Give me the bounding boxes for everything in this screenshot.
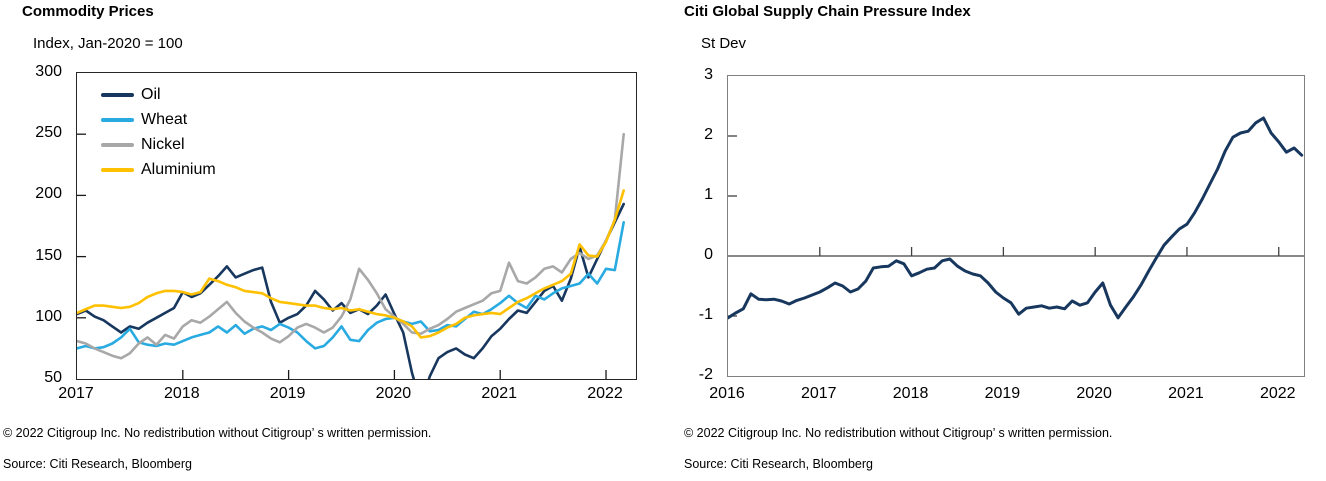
y-axis-tick-label: 150 bbox=[35, 246, 62, 264]
legend-line-swatch bbox=[101, 92, 134, 97]
y-axis-tick-label: 1 bbox=[704, 186, 713, 203]
y-axis-tick-label: 250 bbox=[35, 124, 62, 142]
commodity-y-axis-labels: 300 250 200 150 100 50 bbox=[0, 63, 62, 386]
commodity-source-note: Source: Citi Research, Bloomberg bbox=[3, 457, 192, 471]
legend-line-swatch bbox=[101, 117, 134, 122]
commodity-copyright-note: © 2022 Citigroup Inc. No redistribution … bbox=[3, 426, 432, 440]
series-line-wheat bbox=[77, 221, 626, 350]
legend-entry-nickel: Nickel bbox=[101, 132, 216, 157]
x-axis-tick-label: 2021 bbox=[481, 385, 517, 402]
x-axis-tick-label: 2021 bbox=[1168, 385, 1204, 402]
legend-line-swatch bbox=[101, 167, 134, 172]
x-axis-tick-label: 2022 bbox=[587, 385, 623, 402]
x-axis-tick-label: 2019 bbox=[984, 385, 1021, 402]
commodity-lines-svg bbox=[77, 132, 626, 379]
commodity-legend: Oil Wheat Nickel Aluminium bbox=[101, 82, 216, 182]
legend-label: Oil bbox=[141, 85, 161, 103]
series-line-aluminium bbox=[77, 189, 626, 339]
x-axis-tick-label: 2018 bbox=[892, 385, 929, 402]
series-line-citi-global-supply-chain-pressure-index bbox=[728, 116, 1304, 320]
legend-label: Aluminium bbox=[141, 160, 216, 178]
x-axis-tick-label: 2019 bbox=[269, 385, 306, 402]
x-axis-tick-label: 2020 bbox=[1076, 385, 1112, 402]
commodity-plot-area: Oil Wheat Nickel Aluminium bbox=[76, 72, 637, 380]
y-axis-tick-label: 2 bbox=[704, 126, 713, 143]
y-axis-tick-label: 300 bbox=[35, 63, 62, 80]
gscpi-copyright-note: © 2022 Citigroup Inc. No redistribution … bbox=[684, 426, 1113, 440]
x-axis-tick-label: 2016 bbox=[709, 385, 745, 402]
gscpi-axis-unit-label: St Dev bbox=[701, 35, 747, 52]
gscpi-y-axis-labels: 3 2 1 0 -1 -2 bbox=[660, 66, 713, 383]
y-axis-tick-label: 3 bbox=[704, 66, 713, 83]
y-axis-tick-label: 50 bbox=[44, 369, 62, 386]
legend-entry-wheat: Wheat bbox=[101, 107, 216, 132]
x-axis-tick-label: 2018 bbox=[164, 385, 200, 402]
gscpi-plot-area bbox=[727, 75, 1305, 377]
gscpi-line-svg bbox=[728, 116, 1304, 320]
legend-entry-aluminium: Aluminium bbox=[101, 157, 216, 182]
commodity-chart-title: Commodity Prices bbox=[22, 3, 154, 20]
y-axis-tick-label: -1 bbox=[698, 306, 713, 323]
y-axis-tick-label: 100 bbox=[35, 307, 62, 325]
x-axis-tick-label: 2020 bbox=[375, 385, 412, 402]
commodity-axis-unit-label: Index, Jan-2020 = 100 bbox=[33, 35, 183, 52]
y-axis-tick-label: 200 bbox=[35, 185, 62, 203]
legend-label: Nickel bbox=[141, 135, 185, 153]
legend-line-swatch bbox=[101, 142, 134, 147]
x-axis-tick-label: 2017 bbox=[800, 385, 837, 402]
legend-entry-oil: Oil bbox=[101, 82, 216, 107]
gscpi-source-note: Source: Citi Research, Bloomberg bbox=[684, 457, 873, 471]
series-line-nickel bbox=[77, 132, 626, 360]
y-axis-tick-label: 0 bbox=[704, 246, 713, 263]
gscpi-chart-title: Citi Global Supply Chain Pressure Index bbox=[684, 3, 971, 20]
legend-label: Wheat bbox=[141, 110, 188, 128]
x-axis-tick-label: 2022 bbox=[1259, 385, 1296, 402]
series-line-oil bbox=[77, 202, 626, 379]
x-axis-tick-label: 2017 bbox=[58, 385, 94, 402]
y-axis-tick-label: -2 bbox=[698, 366, 713, 383]
